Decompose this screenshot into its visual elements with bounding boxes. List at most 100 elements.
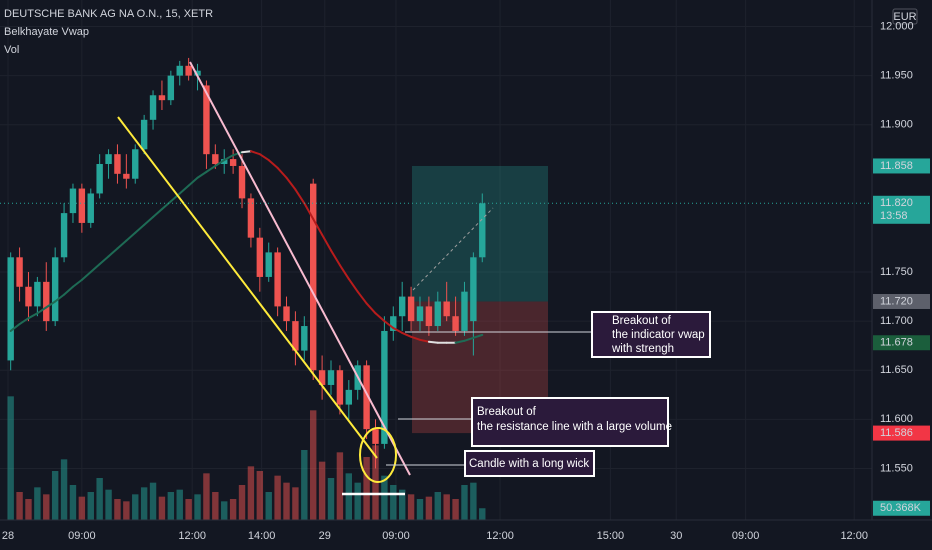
volume-name: Vol — [4, 44, 19, 56]
vwap-segment — [134, 223, 146, 234]
vwap-segment — [472, 333, 484, 339]
drawings — [117, 61, 592, 496]
vwap-segment — [249, 150, 261, 156]
annotation-text: with strengh — [611, 343, 674, 355]
candle-body — [25, 286, 32, 307]
candle-body — [203, 85, 210, 155]
price-tag — [873, 195, 930, 224]
volume-bar — [238, 485, 246, 520]
vwap-segment — [107, 247, 119, 258]
volume-pane — [7, 396, 486, 520]
vwap-segment — [116, 239, 128, 250]
candle-body — [60, 213, 68, 258]
volume-bar — [461, 485, 468, 520]
vwap-segment — [89, 263, 101, 274]
vwap-segment — [383, 320, 395, 330]
vwap-segment — [427, 340, 439, 344]
candle-body — [16, 257, 23, 287]
candle-body — [398, 296, 406, 317]
candle-body — [105, 154, 112, 165]
x-tick-label: 12:00 — [178, 530, 206, 542]
candle-body — [7, 257, 14, 361]
candle-body — [96, 164, 103, 194]
price-tag-label: 11.820 — [880, 197, 913, 209]
vwap-segment — [125, 231, 137, 242]
volume-bar — [203, 473, 210, 520]
annotation-text: Breakout of — [477, 406, 537, 418]
volume-bar — [167, 492, 175, 520]
vwap-segment — [241, 150, 252, 154]
vwap-segment — [365, 302, 377, 315]
volume-tag — [873, 500, 930, 516]
volume-bar — [7, 396, 14, 520]
vwap-segment — [418, 338, 430, 343]
candle-body — [407, 296, 415, 322]
volume-bar — [78, 496, 86, 520]
x-tick-label: 14:00 — [248, 530, 276, 542]
x-tick-label: 28 — [2, 530, 14, 542]
vwap-segment — [9, 323, 21, 332]
candle-body — [292, 321, 299, 351]
x-tick-label: 15:00 — [597, 530, 625, 542]
y-tick-label: 11.650 — [880, 364, 913, 376]
volume-bar — [16, 492, 23, 520]
vwap-segment — [205, 164, 217, 173]
vwap-segment — [321, 233, 333, 252]
price-tag-label: 11.858 — [880, 160, 913, 172]
vwap-segment — [187, 176, 199, 187]
candle-body — [301, 326, 308, 351]
candle-body — [194, 70, 201, 76]
wick-circle — [359, 427, 397, 483]
resistance-line — [189, 61, 411, 476]
price-tag — [873, 335, 930, 351]
vwap-segment — [410, 335, 421, 341]
countdown: 13:58 — [880, 210, 908, 222]
y-tick-label: 11.950 — [880, 70, 913, 82]
volume-tag-label: 50.368K — [880, 502, 922, 514]
price-tag-label: 11.586 — [880, 427, 913, 439]
volume-bar — [452, 499, 459, 520]
vwap-segment — [267, 159, 279, 169]
vwap-segment — [27, 312, 39, 320]
candle-body — [87, 193, 94, 223]
y-tick-label: 12.000 — [880, 20, 914, 32]
volume-bar — [114, 499, 121, 520]
candle-body — [345, 389, 353, 405]
volume-bar — [51, 471, 59, 520]
price-tag-label: 11.678 — [880, 337, 913, 349]
candle-body — [283, 306, 290, 322]
y-tick-label: 11.550 — [880, 462, 913, 474]
volume-bar — [425, 496, 433, 520]
volume-bar — [69, 485, 77, 520]
volume-bar — [283, 482, 290, 520]
indicator-name: Belkhayate Vwap — [4, 26, 89, 38]
price-tag — [873, 293, 930, 309]
header: DEUTSCHE BANK AG NA O.N., 15, XETR Belkh… — [4, 8, 213, 56]
candle-body — [372, 429, 379, 444]
vwap-segment — [232, 151, 244, 157]
candle-body — [51, 257, 59, 322]
vwap-segment — [214, 159, 226, 167]
volume-bar — [140, 487, 148, 520]
candle-body — [34, 281, 41, 307]
volume-bar — [105, 489, 112, 520]
volume-bar — [292, 487, 299, 520]
x-tick-label: 12:00 — [840, 530, 868, 542]
vwap-segment — [63, 285, 74, 296]
vwap-segment — [54, 293, 66, 303]
currency-box — [892, 8, 918, 25]
volume-bar — [443, 494, 450, 520]
price-tag — [873, 425, 930, 441]
price-tag — [873, 158, 930, 174]
volume-bar — [470, 482, 477, 520]
volume-bar — [132, 494, 139, 520]
vwap-segment — [285, 176, 297, 191]
y-tick-label: 11.600 — [880, 413, 913, 425]
volume-bar — [123, 501, 130, 520]
vwap-segment — [36, 306, 48, 315]
candle-body — [140, 119, 148, 150]
volume-bar — [479, 508, 486, 520]
symbol-title: DEUTSCHE BANK AG NA O.N., 15, XETR — [4, 8, 213, 20]
